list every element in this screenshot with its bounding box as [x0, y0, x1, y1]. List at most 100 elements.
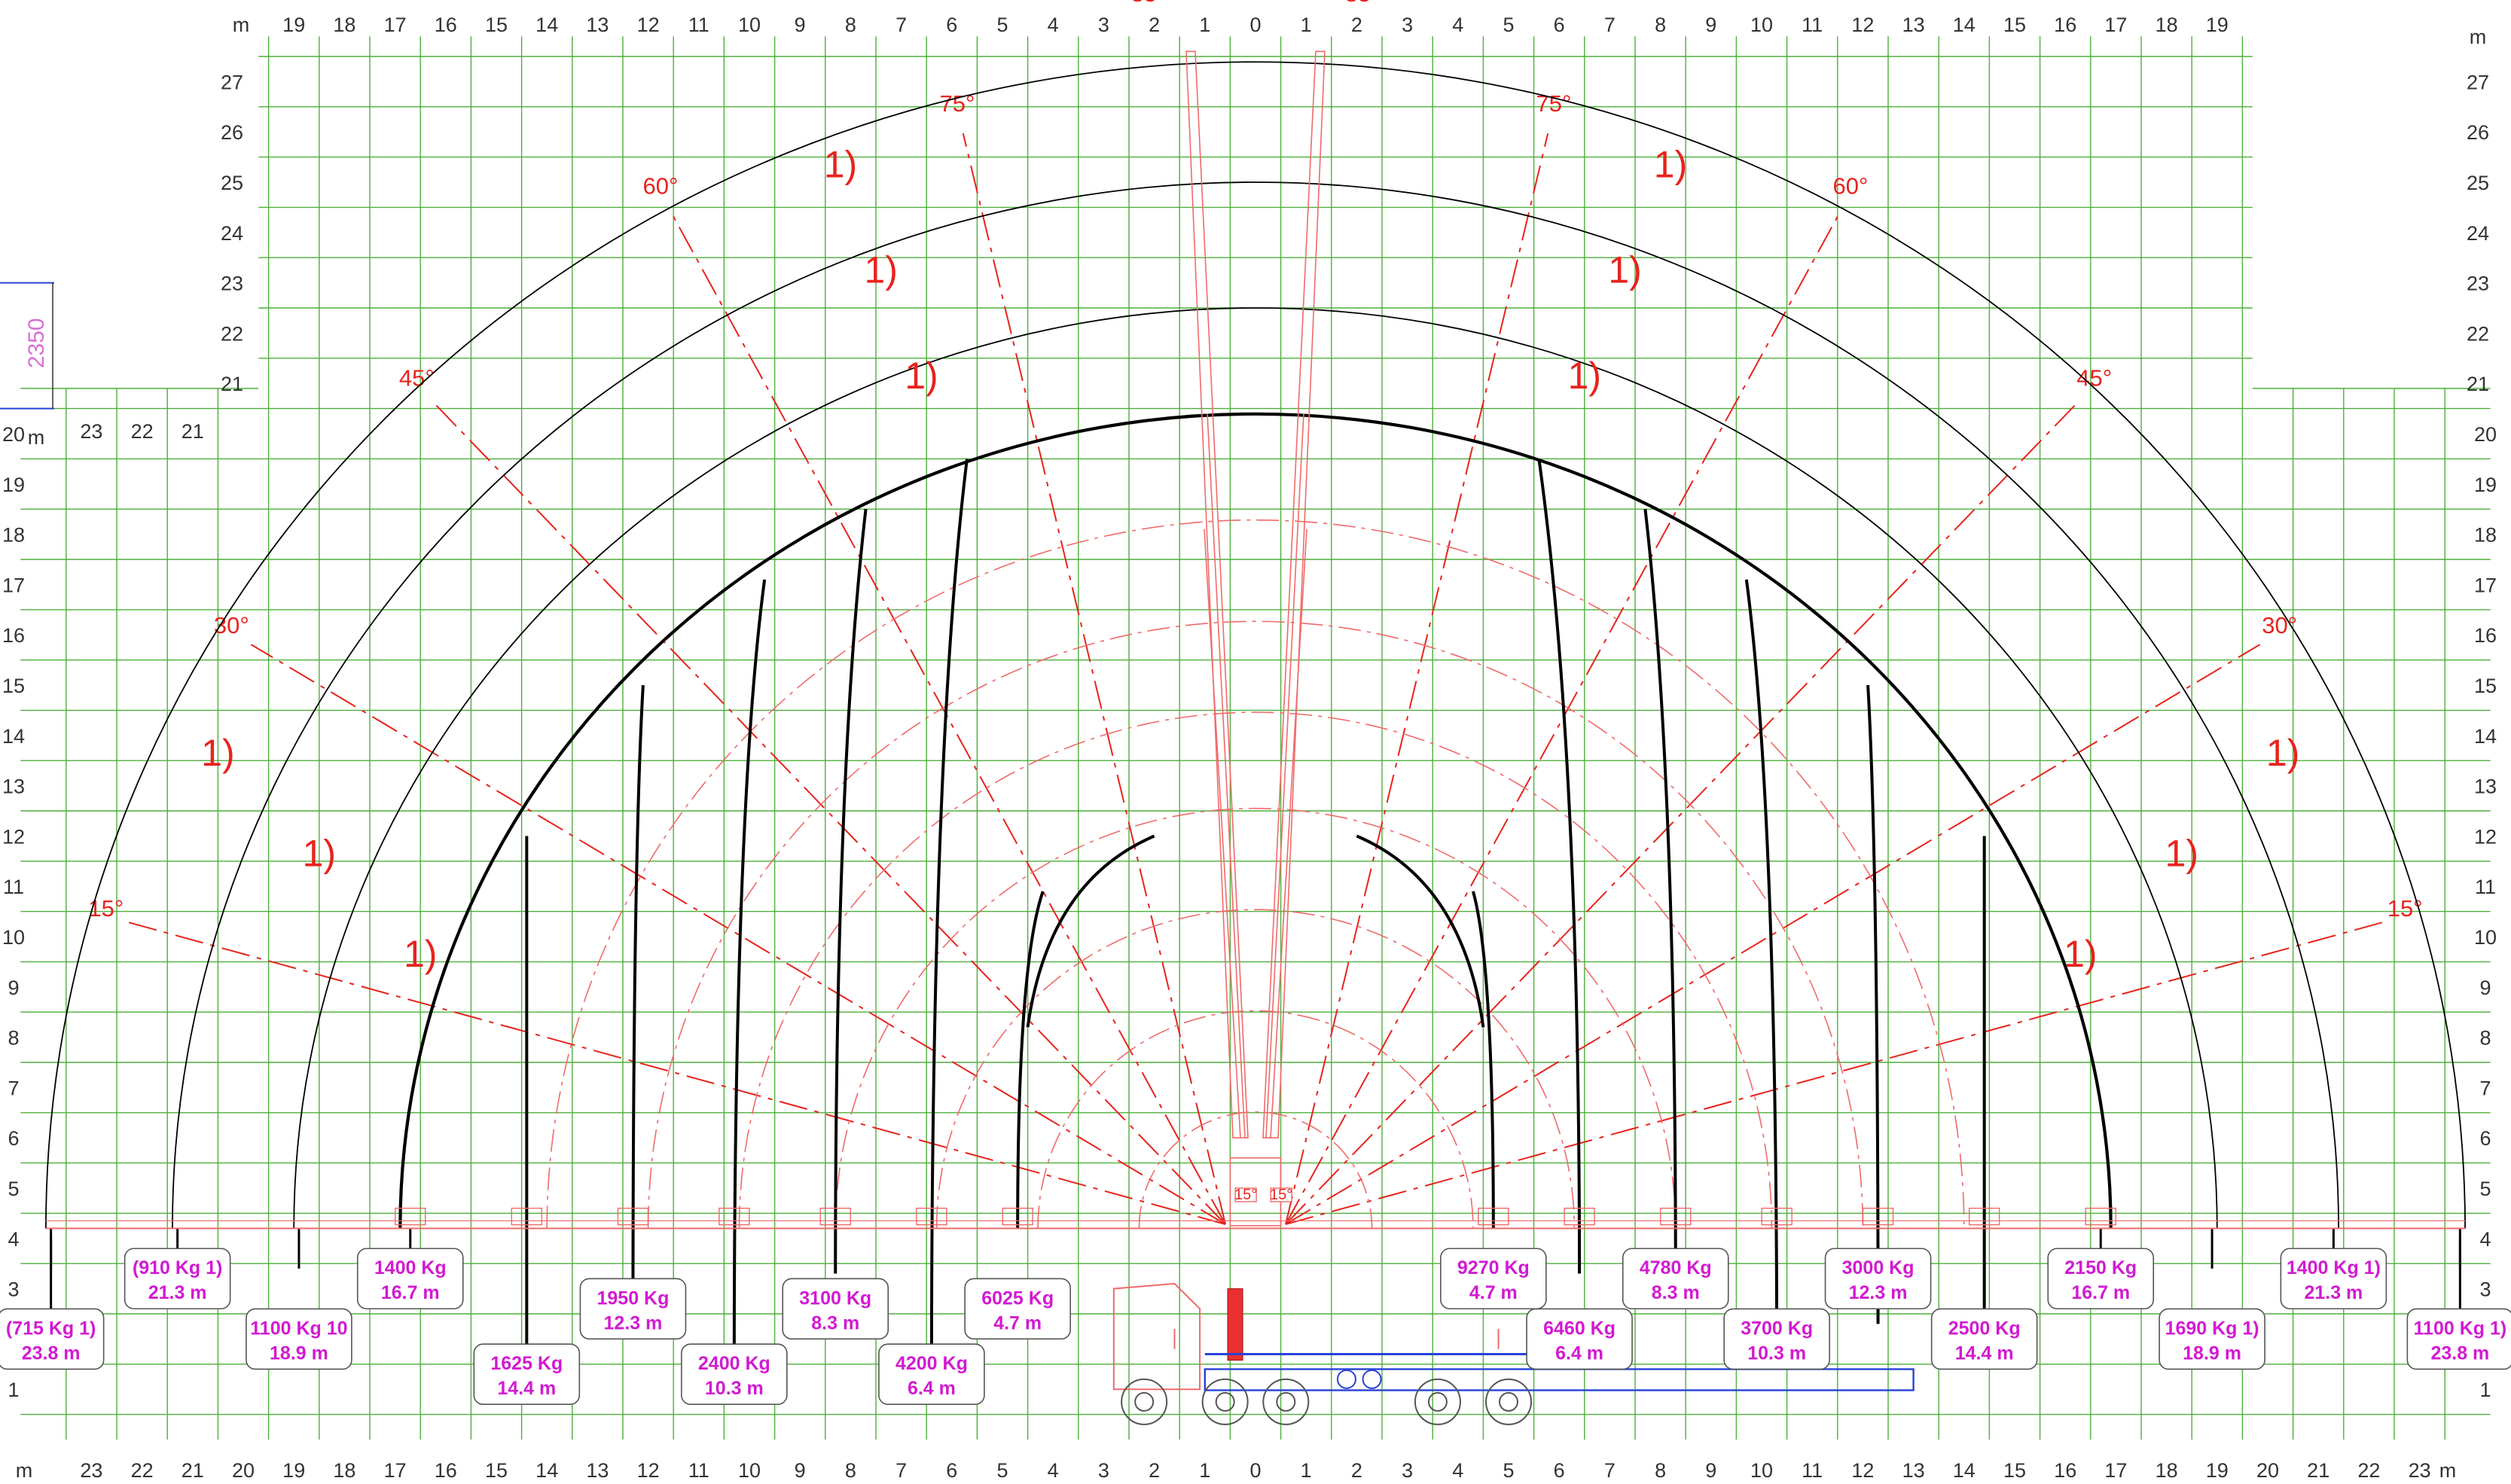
- y-tick-label-left: 21: [221, 373, 243, 395]
- truck-wheel: [1201, 1378, 1249, 1425]
- y-tick-label-left: 13: [2, 776, 25, 798]
- crane-boom-drawing: 15° 15°: [1185, 50, 1326, 1227]
- y-tick-label-right: 10: [2474, 926, 2497, 949]
- capacity-label: 1625 Kg: [490, 1353, 563, 1374]
- outreach-label: 10.3 m: [705, 1378, 764, 1399]
- footnote-marker: 1): [824, 143, 857, 185]
- capacity-label-box: [1440, 1248, 1547, 1310]
- angle-line: [1285, 644, 2261, 1225]
- outrigger-foot: [1478, 1208, 1509, 1226]
- y-tick-label-right: 18: [2474, 524, 2497, 547]
- x-tick-label-top: 1: [1301, 14, 1312, 36]
- footnote-marker: 1): [2165, 832, 2198, 874]
- reach-arc: [1037, 1010, 1474, 1229]
- angle-label: 30°: [214, 612, 249, 638]
- footnote-marker: 1): [905, 355, 938, 397]
- outreach-label: 16.7 m: [381, 1282, 440, 1303]
- x-tick-label-bottom: 22: [131, 1459, 154, 1482]
- x-tick-label-top: 1: [1199, 14, 1210, 36]
- x-tick-label-bottom: 12: [637, 1459, 660, 1482]
- outreach-label: 21.3 m: [2304, 1282, 2363, 1303]
- x-tick-label-bottom: 8: [1655, 1459, 1666, 1482]
- capacity-label: 3100 Kg: [799, 1287, 871, 1309]
- capacity-label-box: [0, 1308, 105, 1370]
- y-tick-label-right: 21: [2467, 373, 2489, 395]
- y-tick-label-left: 10: [2, 926, 25, 949]
- outrigger-foot: [819, 1208, 851, 1226]
- outreach-label: 23.8 m: [22, 1342, 81, 1364]
- angle-label: 85°: [1345, 0, 1381, 7]
- outreach-label: 14.4 m: [1955, 1342, 2014, 1364]
- x-tick-label-bottom: 9: [1705, 1459, 1716, 1482]
- y-tick-label-right: 17: [2474, 574, 2497, 596]
- x-tick-label-top: 12: [637, 14, 660, 36]
- capacity-lines: [50, 459, 2461, 1364]
- x-tick-label-top: 0: [1249, 14, 1261, 36]
- y-tick-label-left: 6: [8, 1127, 19, 1150]
- x-tick-label-top: 2: [1351, 14, 1362, 36]
- outrigger-foot: [2085, 1208, 2116, 1226]
- x-tick-label-bottom: 14: [1953, 1459, 1976, 1482]
- angle-line: [1285, 133, 1549, 1225]
- reach-arc: [1138, 1111, 1373, 1229]
- y-tick-label-right: 4: [2479, 1228, 2491, 1251]
- x-tick-label-bottom: 23: [2409, 1459, 2431, 1482]
- footnote-marker: 1): [1608, 249, 1641, 291]
- capacity-line: [631, 684, 645, 1324]
- capacity-label: (910 Kg 1): [133, 1257, 222, 1278]
- boom-angle-lines: 15°15°30°30°45°45°60°60°75°75°85°85°: [88, 0, 2423, 1225]
- x-tick-label-bottom: 18: [2156, 1459, 2178, 1482]
- x-tick-label-top: 3: [1402, 14, 1413, 36]
- x-tick-label-upper: 22: [131, 420, 154, 443]
- x-tick-label-bottom: 13: [586, 1459, 609, 1482]
- inner-envelope-left: [1026, 834, 1155, 1028]
- footnote-marker: 1): [2064, 933, 2097, 975]
- reach-arc: [647, 620, 1864, 1229]
- y-tick-label-left: 16: [2, 624, 25, 647]
- capacity-label: 9270 Kg: [1457, 1257, 1530, 1278]
- x-tick-label-bottom: 13: [1902, 1459, 1925, 1482]
- footnote-marker: 1): [404, 933, 437, 975]
- capacity-label-box: [356, 1248, 464, 1310]
- y-tick-label-right: 14: [2474, 725, 2497, 748]
- x-tick-label-top: 17: [384, 14, 407, 36]
- y-tick-label-right: 27: [2467, 71, 2489, 93]
- dimension-marker: 2350: [0, 282, 54, 410]
- y-tick-label-right: 12: [2474, 825, 2497, 848]
- truck-tank: [1362, 1369, 1382, 1389]
- x-tick-label-top: 19: [282, 14, 305, 36]
- capacity-label-box: [246, 1308, 352, 1370]
- x-tick-label-top: 11: [688, 14, 709, 36]
- x-tick-label-top: 6: [946, 14, 957, 36]
- angle-line: [962, 133, 1226, 1225]
- capacity-line: [1866, 684, 1880, 1324]
- x-tick-label-bottom: 3: [1402, 1459, 1413, 1482]
- outrigger-foot: [1862, 1208, 1894, 1226]
- capacity-label: 2500 Kg: [1948, 1318, 2021, 1339]
- inner-envelope-right: [1356, 834, 1485, 1028]
- x-tick-label-top: 8: [1655, 14, 1666, 36]
- x-tick-label-top: 16: [435, 14, 457, 36]
- x-tick-label-bottom: 10: [738, 1459, 761, 1482]
- outreach-label: 8.3 m: [1652, 1282, 1700, 1303]
- angle-line: [1285, 921, 2384, 1225]
- x-tick-label-top: 18: [2156, 14, 2178, 36]
- x-tick-label-upper: 21: [182, 420, 204, 443]
- capacity-label-box: [1930, 1308, 2038, 1370]
- capacity-label-box: [1824, 1248, 1932, 1310]
- y-tick-label-right: 6: [2479, 1127, 2491, 1150]
- capacity-label: 1100 Kg 10: [250, 1318, 347, 1339]
- outrigger-foot: [1564, 1208, 1595, 1226]
- capacity-line: [1472, 891, 1495, 1229]
- x-tick-label-bottom: 1: [1301, 1459, 1312, 1482]
- boom-section: [1204, 529, 1241, 1138]
- x-tick-label-bottom: 4: [1452, 1459, 1463, 1482]
- y-tick-label-left: 18: [2, 524, 25, 547]
- capacity-label: 1690 Kg 1): [2165, 1318, 2259, 1339]
- outrigger-foot: [916, 1208, 947, 1226]
- y-tick-label-right: 13: [2474, 776, 2497, 798]
- outreach-label: 6.4 m: [908, 1378, 956, 1399]
- capacity-label: 4780 Kg: [1640, 1257, 1712, 1278]
- outrigger-beams: [45, 1208, 2466, 1230]
- capacity-line: [1744, 579, 1779, 1364]
